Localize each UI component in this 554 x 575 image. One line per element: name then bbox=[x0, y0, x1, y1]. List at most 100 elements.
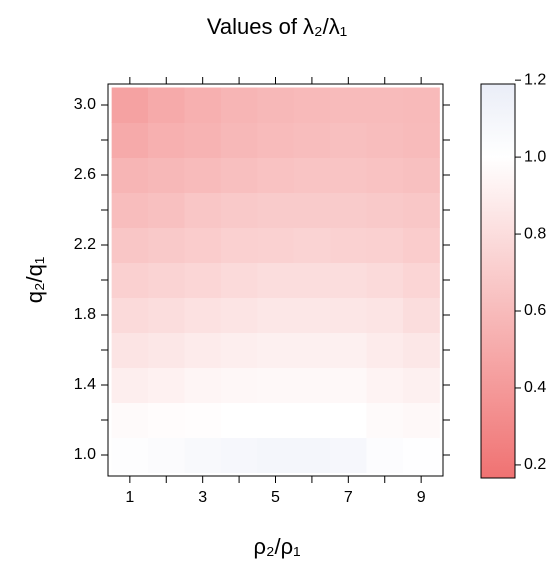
heat-cell bbox=[330, 402, 368, 438]
heat-cell bbox=[184, 157, 222, 193]
heat-cell bbox=[293, 297, 331, 333]
heat-cell bbox=[330, 192, 368, 228]
heat-cell bbox=[220, 437, 258, 473]
heat-cell bbox=[257, 262, 295, 298]
heat-cell bbox=[184, 262, 222, 298]
heat-cell bbox=[366, 297, 404, 333]
x-axis-label: ρ₂/ρ₁ bbox=[253, 534, 300, 559]
heat-cell bbox=[402, 87, 440, 123]
heat-cell bbox=[330, 122, 368, 158]
heat-cell bbox=[184, 192, 222, 228]
heat-cell bbox=[293, 437, 331, 473]
heat-cell bbox=[148, 297, 185, 333]
colorbar-tick-label: 1.2 bbox=[524, 71, 546, 88]
heat-cell bbox=[220, 297, 258, 333]
heat-cell bbox=[148, 437, 185, 473]
heat-cell bbox=[148, 122, 185, 158]
heat-cell bbox=[330, 227, 368, 263]
heat-cell bbox=[402, 297, 440, 333]
heat-cell bbox=[402, 122, 440, 158]
heat-cell bbox=[220, 87, 258, 123]
heat-cell bbox=[257, 332, 295, 368]
heat-cell bbox=[402, 262, 440, 298]
heat-cell bbox=[111, 157, 149, 193]
heat-cell bbox=[366, 87, 404, 123]
heat-cell bbox=[293, 157, 331, 193]
heat-cell bbox=[293, 367, 331, 403]
heat-cell bbox=[366, 227, 404, 263]
heat-cell bbox=[293, 402, 331, 438]
heat-cell bbox=[111, 87, 149, 123]
heat-cell bbox=[330, 262, 368, 298]
heat-cell bbox=[184, 87, 222, 123]
heat-cell bbox=[148, 87, 185, 123]
y-tick-label: 3.0 bbox=[74, 96, 96, 113]
heat-cell bbox=[184, 402, 222, 438]
heat-cell bbox=[111, 402, 149, 438]
y-axis-label: q₂/q₁ bbox=[22, 257, 47, 304]
heat-cell bbox=[257, 367, 295, 403]
heat-cell bbox=[111, 367, 149, 403]
y-tick-label: 1.4 bbox=[74, 376, 96, 393]
heat-cell bbox=[220, 332, 258, 368]
heat-cell bbox=[402, 367, 440, 403]
heat-cell bbox=[293, 262, 331, 298]
heat-cell bbox=[111, 262, 149, 298]
heat-cell bbox=[366, 157, 404, 193]
heat-cell bbox=[111, 192, 149, 228]
heat-cell bbox=[366, 332, 404, 368]
heat-cell bbox=[402, 332, 440, 368]
colorbar-tick-label: 0.8 bbox=[524, 225, 546, 242]
heat-cell bbox=[184, 437, 222, 473]
heat-cell bbox=[402, 192, 440, 228]
heat-cell bbox=[330, 367, 368, 403]
heat-cell bbox=[257, 402, 295, 438]
heat-cell bbox=[111, 227, 149, 263]
x-tick-label: 5 bbox=[271, 489, 280, 506]
heat-cell bbox=[366, 262, 404, 298]
heat-cell bbox=[111, 437, 149, 473]
colorbar bbox=[480, 83, 516, 479]
heat-cell bbox=[257, 122, 295, 158]
heat-cell bbox=[257, 192, 295, 228]
heat-cell bbox=[402, 157, 440, 193]
heat-cell bbox=[257, 157, 295, 193]
x-tick-label: 3 bbox=[198, 489, 207, 506]
heat-cell bbox=[148, 367, 185, 403]
heat-cell bbox=[184, 367, 222, 403]
heat-cell bbox=[366, 122, 404, 158]
heat-cell bbox=[148, 402, 185, 438]
x-tick-label: 7 bbox=[344, 489, 353, 506]
heat-cell bbox=[220, 262, 258, 298]
heat-cell bbox=[148, 157, 185, 193]
heat-cell bbox=[184, 297, 222, 333]
heat-cell bbox=[257, 297, 295, 333]
heat-cell bbox=[293, 87, 331, 123]
heat-cell bbox=[220, 367, 258, 403]
heat-cell bbox=[148, 262, 185, 298]
heat-cell bbox=[184, 122, 222, 158]
heat-cell bbox=[402, 437, 440, 473]
heat-cell bbox=[184, 227, 222, 263]
heat-cell bbox=[257, 437, 295, 473]
heat-cell bbox=[293, 332, 331, 368]
heat-cell bbox=[220, 402, 258, 438]
heat-cell bbox=[220, 192, 258, 228]
heat-cell bbox=[330, 332, 368, 368]
heat-cell bbox=[184, 332, 222, 368]
heat-cell bbox=[330, 87, 368, 123]
heat-cell bbox=[293, 227, 331, 263]
heat-cell bbox=[111, 332, 149, 368]
heat-cell bbox=[257, 227, 295, 263]
y-tick-label: 2.6 bbox=[74, 166, 96, 183]
colorbar-tick-label: 1.0 bbox=[524, 148, 546, 165]
colorbar-tick-label: 0.6 bbox=[524, 302, 546, 319]
colorbar-tick-label: 0.4 bbox=[524, 379, 546, 396]
heat-cell bbox=[330, 437, 368, 473]
heat-cell bbox=[293, 122, 331, 158]
heat-cell bbox=[111, 297, 149, 333]
heat-cell bbox=[148, 332, 185, 368]
heat-cell bbox=[402, 227, 440, 263]
y-tick-label: 1.0 bbox=[74, 446, 96, 463]
